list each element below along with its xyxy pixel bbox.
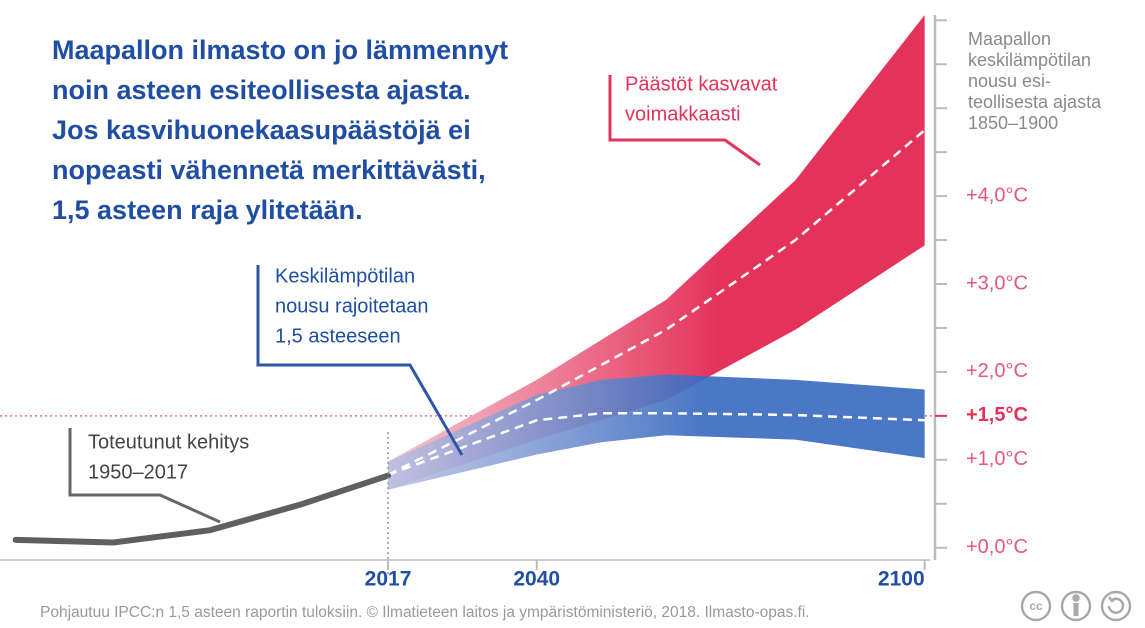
chart-title: noin asteen esiteollisesta ajasta. — [52, 75, 471, 105]
annotation: Päästöt kasvavat — [625, 73, 778, 95]
y-tick-label: +3,0°C — [966, 272, 1028, 294]
median-line — [387, 411, 925, 476]
annotation: Keskilämpötilan — [275, 265, 415, 287]
y-tick-label: +1,5°C — [966, 404, 1028, 426]
source: Pohjautuu IPCC:n 1,5 asteen raportin tul… — [40, 604, 810, 621]
chart-title: Maapallon ilmasto on jo lämmennyt — [52, 35, 508, 65]
icon — [1020, 590, 1052, 622]
x-tick-label: 2040 — [513, 568, 560, 591]
x-tick-label: 2100 — [878, 568, 925, 591]
callouts — [68, 75, 761, 524]
chart-title: Jos kasvihuonekaasupäästöjä ei — [52, 115, 471, 145]
y-tick-label: +1,0°C — [966, 448, 1028, 470]
annotation: 1,5 asteeseen — [275, 325, 401, 347]
x-tick-label: 2017 — [365, 568, 412, 591]
median-line — [387, 129, 926, 476]
annotation: Toteutunut kehitys — [88, 431, 249, 453]
annotation: nousu rajoitetaan — [275, 295, 428, 317]
chart-title: nopeasti vähennetä merkittävästi, — [52, 155, 486, 185]
icon — [1100, 590, 1132, 622]
license: cc — [1029, 599, 1043, 613]
plot-area — [0, 15, 935, 575]
callout-line — [608, 75, 761, 167]
y-axis-label: nousu esi- — [968, 71, 1051, 91]
y-axis-label: 1850–1900 — [968, 113, 1058, 133]
band — [388, 374, 925, 490]
y-axis-label: keskilämpötilan — [968, 50, 1091, 70]
annotation: voimakkaasti — [625, 103, 741, 125]
chart-title: 1,5 asteen raja ylitetään. — [52, 195, 363, 225]
icon — [1060, 590, 1092, 622]
icon — [1108, 596, 1117, 603]
annotation: 1950–2017 — [88, 461, 188, 483]
icon — [1072, 594, 1080, 602]
license-icons — [1020, 590, 1132, 622]
callout-line — [256, 265, 464, 456]
y-tick-label: +2,0°C — [966, 360, 1028, 382]
y-tick-label: +0,0°C — [966, 536, 1028, 558]
history-line — [12, 472, 392, 546]
callout-line — [68, 428, 221, 524]
y-axis-label: teollisesta ajasta — [968, 92, 1102, 112]
y-axis-label: Maapallon — [968, 29, 1051, 49]
y-tick-label: +4,0°C — [966, 184, 1028, 206]
